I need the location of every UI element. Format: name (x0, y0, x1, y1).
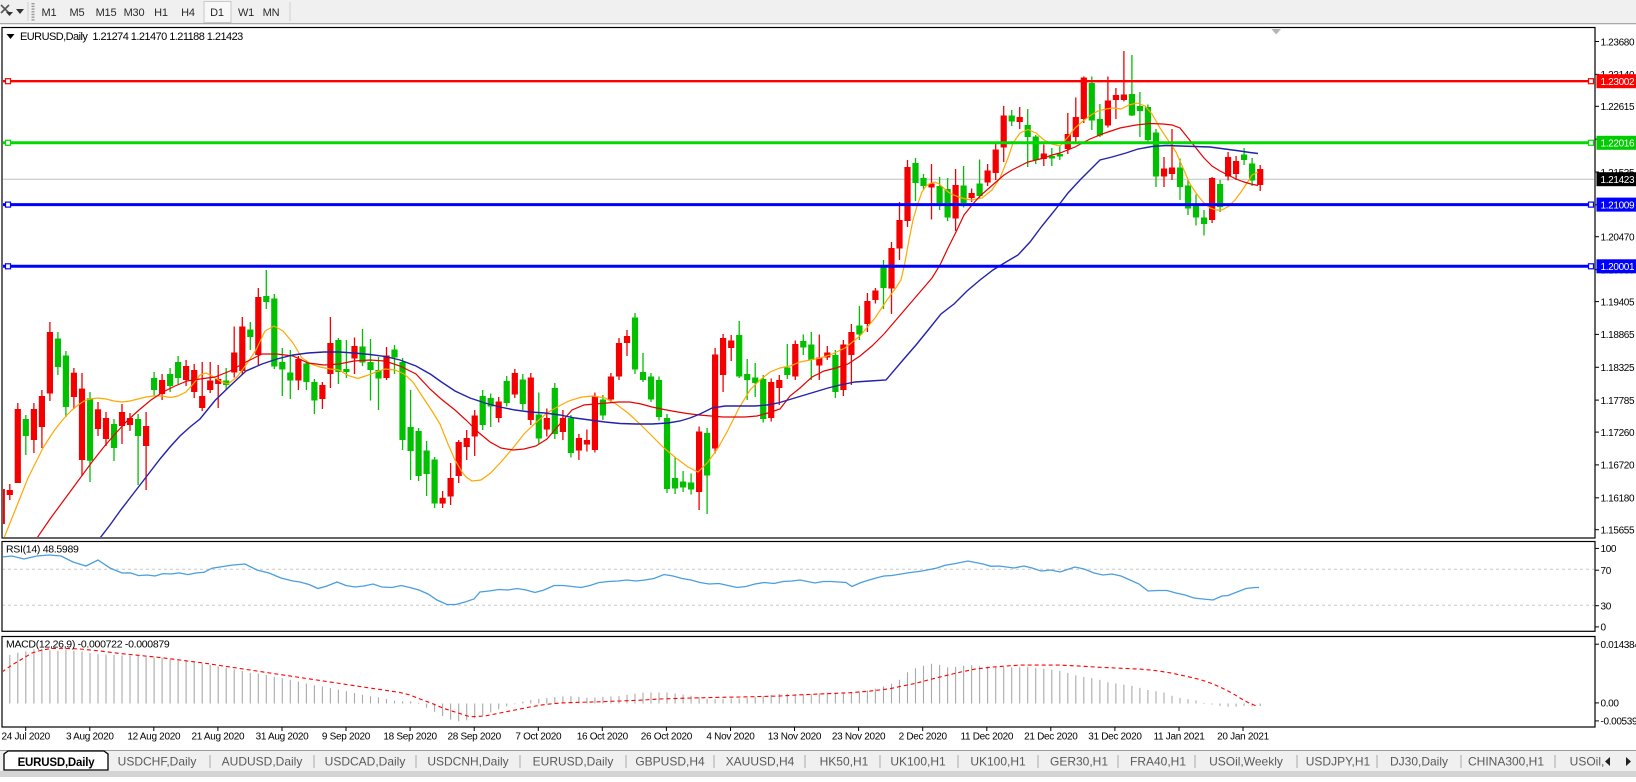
svg-text:-0.005390: -0.005390 (1601, 717, 1636, 728)
svg-text:31 Aug 2020: 31 Aug 2020 (256, 732, 310, 743)
svg-text:28 Sep 2020: 28 Sep 2020 (447, 732, 501, 743)
svg-text:7 Oct 2020: 7 Oct 2020 (515, 732, 562, 743)
svg-text:16 Oct 2020: 16 Oct 2020 (577, 732, 629, 743)
svg-text:1.17785: 1.17785 (1601, 396, 1635, 407)
svg-text:1.23680: 1.23680 (1601, 37, 1635, 48)
svg-text:W1: W1 (238, 7, 254, 19)
svg-text:21 Dec 2020: 21 Dec 2020 (1024, 732, 1078, 743)
svg-text:FRA40,H1: FRA40,H1 (1130, 755, 1186, 769)
svg-text:20 Jan 2021: 20 Jan 2021 (1217, 732, 1269, 743)
svg-text:M5: M5 (70, 7, 85, 19)
svg-text:1.20470: 1.20470 (1601, 233, 1635, 244)
svg-text:18 Sep 2020: 18 Sep 2020 (383, 732, 437, 743)
svg-text:H4: H4 (181, 7, 195, 19)
svg-text:EURUSD,Daily 1.21274 1.21470: EURUSD,Daily 1.21274 1.21470 1.21188 1.2… (20, 31, 243, 43)
svg-text:USDCNH,Daily: USDCNH,Daily (427, 755, 508, 769)
svg-text:UK100,H1: UK100,H1 (890, 755, 946, 769)
svg-text:1.20001: 1.20001 (1601, 262, 1635, 273)
svg-text:1.16720: 1.16720 (1601, 461, 1635, 472)
svg-text:M30: M30 (124, 7, 145, 19)
svg-text:3 Aug 2020: 3 Aug 2020 (66, 732, 114, 743)
svg-text:30: 30 (1601, 602, 1612, 613)
svg-text:MACD(12,26,9) -0.000722 -0.000: MACD(12,26,9) -0.000722 -0.000879 (6, 639, 170, 651)
svg-text:GBPUSD,H4: GBPUSD,H4 (635, 755, 705, 769)
svg-text:70: 70 (1601, 566, 1612, 577)
svg-text:21 Aug 2020: 21 Aug 2020 (191, 732, 245, 743)
svg-text:D1: D1 (210, 7, 224, 19)
svg-text:AUDUSD,Daily: AUDUSD,Daily (222, 755, 303, 769)
svg-text:USDCHF,Daily: USDCHF,Daily (118, 755, 197, 769)
svg-text:USDJPY,H1: USDJPY,H1 (1306, 755, 1371, 769)
svg-text:26 Oct 2020: 26 Oct 2020 (641, 732, 693, 743)
svg-text:USDCAD,Daily: USDCAD,Daily (325, 755, 406, 769)
svg-text:1.21423: 1.21423 (1601, 175, 1635, 186)
svg-text:CHINA300,H1: CHINA300,H1 (1468, 755, 1544, 769)
svg-text:12 Aug 2020: 12 Aug 2020 (127, 732, 181, 743)
svg-text:USOil,Weekly: USOil,Weekly (1209, 755, 1283, 769)
svg-text:9 Sep 2020: 9 Sep 2020 (322, 732, 371, 743)
svg-text:EURUSD,Daily: EURUSD,Daily (533, 755, 614, 769)
svg-text:1.23002: 1.23002 (1601, 77, 1635, 88)
svg-text:0.00: 0.00 (1601, 699, 1620, 710)
svg-text:4 Nov 2020: 4 Nov 2020 (706, 732, 755, 743)
svg-text:H1: H1 (154, 7, 168, 19)
svg-text:HK50,H1: HK50,H1 (820, 755, 869, 769)
svg-text:1.17260: 1.17260 (1601, 428, 1635, 439)
svg-text:1.21009: 1.21009 (1601, 200, 1635, 211)
svg-text:EURUSD,Daily: EURUSD,Daily (18, 757, 96, 769)
svg-text:UK100,H1: UK100,H1 (970, 755, 1026, 769)
svg-text:13 Nov 2020: 13 Nov 2020 (768, 732, 822, 743)
svg-text:1.22016: 1.22016 (1601, 139, 1635, 150)
svg-text:1.19405: 1.19405 (1601, 297, 1635, 308)
svg-text:1.18325: 1.18325 (1601, 363, 1635, 374)
svg-text:100: 100 (1601, 544, 1617, 555)
svg-text:M1: M1 (42, 7, 57, 19)
svg-text:1.18865: 1.18865 (1601, 330, 1635, 341)
svg-text:11 Dec 2020: 11 Dec 2020 (960, 732, 1013, 743)
svg-text:2 Dec 2020: 2 Dec 2020 (899, 732, 948, 743)
svg-text:1.16180: 1.16180 (1601, 494, 1635, 505)
svg-text:31 Dec 2020: 31 Dec 2020 (1088, 732, 1142, 743)
svg-text:M15: M15 (96, 7, 117, 19)
svg-text:GER30,H1: GER30,H1 (1050, 755, 1108, 769)
svg-text:RSI(14) 48.5989: RSI(14) 48.5989 (6, 544, 79, 556)
svg-text:XAUUSD,H4: XAUUSD,H4 (726, 755, 795, 769)
svg-text:11 Jan 2021: 11 Jan 2021 (1153, 732, 1205, 743)
svg-text:23 Nov 2020: 23 Nov 2020 (832, 732, 886, 743)
svg-text:1.22615: 1.22615 (1601, 102, 1635, 113)
svg-text:1.15655: 1.15655 (1601, 526, 1635, 537)
svg-text:0.014384: 0.014384 (1601, 640, 1636, 651)
svg-text:DJ30,Daily: DJ30,Daily (1390, 755, 1448, 769)
svg-text:USOil,: USOil, (1570, 755, 1605, 769)
svg-text:0: 0 (1601, 623, 1607, 634)
svg-text:24 Jul 2020: 24 Jul 2020 (1, 732, 50, 743)
svg-text:MN: MN (263, 7, 280, 19)
